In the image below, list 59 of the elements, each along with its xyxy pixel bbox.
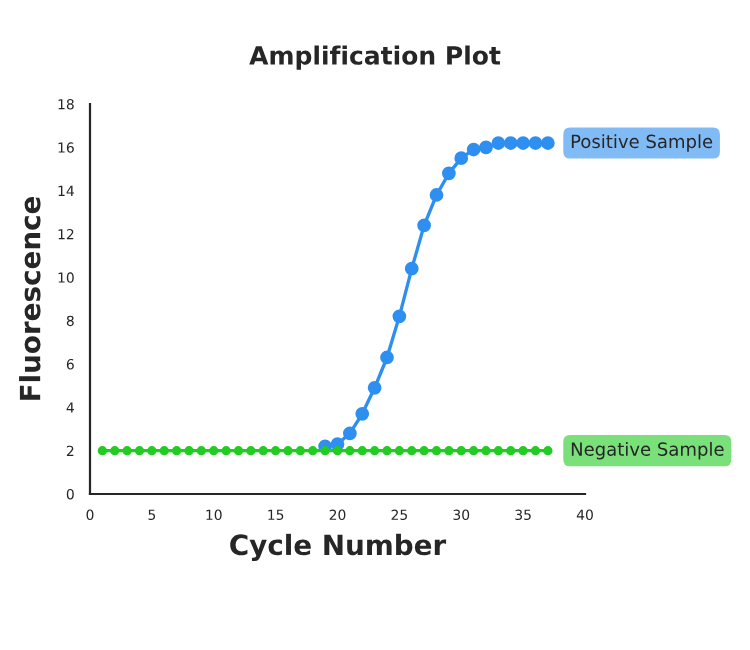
point <box>171 446 182 456</box>
point <box>110 446 120 456</box>
point <box>541 136 555 150</box>
point <box>429 188 444 202</box>
x-axis-title: Cycle Number <box>230 533 447 561</box>
point <box>392 309 407 324</box>
point <box>320 446 330 456</box>
point <box>444 446 454 456</box>
point <box>345 446 355 456</box>
series-label: Positive Sample <box>571 134 713 152</box>
point <box>466 142 481 157</box>
chart-title: Amplification Plot <box>249 45 501 70</box>
point <box>196 446 207 456</box>
point <box>332 446 343 456</box>
point <box>134 446 145 456</box>
point <box>394 446 405 456</box>
point <box>404 261 419 276</box>
point <box>308 446 318 456</box>
point <box>506 446 516 456</box>
point <box>343 426 357 441</box>
point <box>407 446 417 456</box>
point <box>97 446 108 456</box>
y-axis-title: Fluorescence <box>19 196 41 400</box>
point <box>528 136 543 150</box>
point <box>159 446 169 456</box>
point <box>380 350 394 365</box>
point <box>454 151 469 166</box>
point <box>518 446 528 456</box>
point <box>503 136 518 150</box>
point <box>270 446 281 456</box>
point <box>147 446 157 456</box>
point <box>479 140 493 155</box>
point <box>442 166 456 181</box>
point <box>419 446 429 456</box>
point <box>369 446 380 456</box>
point <box>283 446 293 456</box>
point <box>122 446 132 456</box>
point <box>357 446 367 456</box>
series-label: Negative Sample <box>571 441 724 460</box>
point <box>543 446 553 456</box>
point <box>481 446 491 456</box>
point <box>516 136 530 150</box>
point <box>530 446 541 456</box>
point <box>382 446 392 456</box>
point <box>221 446 231 456</box>
point <box>456 446 466 456</box>
point <box>493 446 504 456</box>
point <box>233 446 244 456</box>
point <box>355 406 370 421</box>
point <box>367 380 382 395</box>
point <box>468 446 479 456</box>
point <box>295 446 306 456</box>
point <box>431 446 442 456</box>
point <box>417 218 431 233</box>
point <box>491 136 506 150</box>
point <box>246 446 256 456</box>
point <box>258 446 268 456</box>
point <box>184 446 194 456</box>
point <box>209 446 219 456</box>
